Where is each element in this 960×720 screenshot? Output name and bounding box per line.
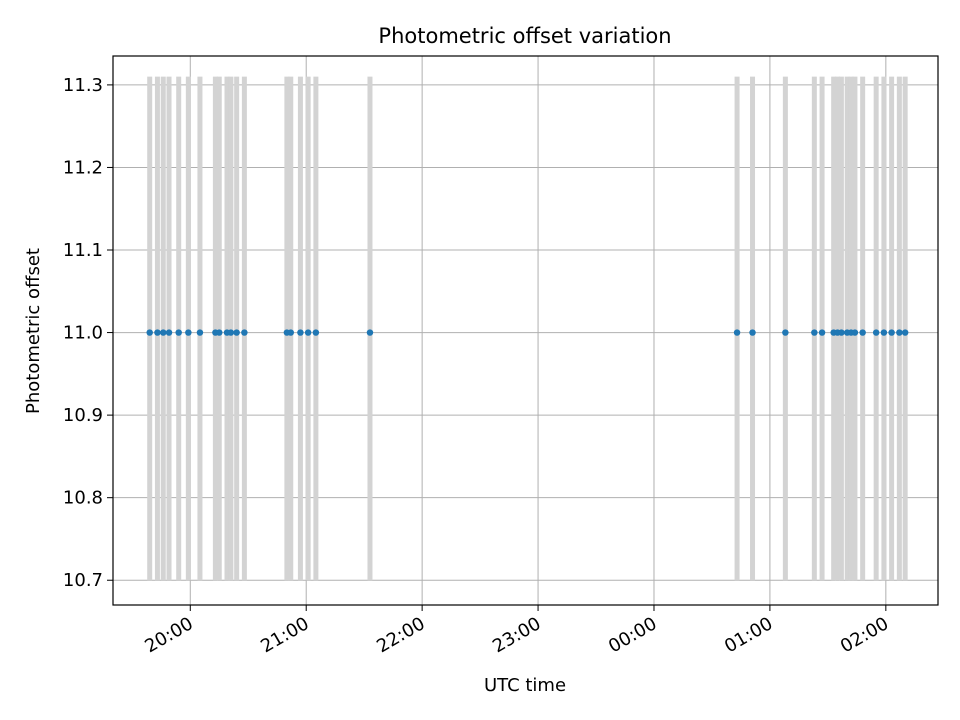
observation-band (838, 76, 844, 581)
observation-band (166, 76, 172, 581)
data-point (185, 329, 192, 336)
data-point (901, 329, 909, 336)
observation-band (902, 76, 908, 581)
data-point (304, 329, 312, 336)
data-points (146, 329, 909, 336)
observation-bands (147, 76, 908, 581)
data-point (154, 329, 161, 336)
plot-frame (112, 55, 939, 606)
data-point (859, 329, 866, 336)
observation-band (305, 76, 311, 581)
data-point (196, 329, 204, 336)
data-point (733, 329, 741, 336)
data-point (297, 329, 304, 336)
data-point (888, 329, 895, 336)
chart-title: Photometric offset variation (378, 24, 671, 48)
data-point (872, 329, 880, 336)
observation-band (852, 76, 858, 581)
y-tick-label: 11.2 (63, 157, 103, 178)
observation-band (873, 76, 879, 581)
observation-band (176, 76, 182, 581)
observation-band (284, 76, 290, 581)
data-point (838, 329, 845, 336)
observation-band (835, 76, 841, 581)
observation-band (297, 76, 303, 581)
observation-band (288, 76, 294, 581)
data-point (287, 329, 294, 336)
observation-band (881, 76, 887, 581)
data-point (165, 329, 173, 336)
data-point (896, 329, 903, 336)
data-point (749, 329, 756, 336)
data-point (880, 329, 888, 336)
data-point (216, 329, 223, 336)
y-axis-label: Photometric offset (23, 248, 44, 414)
data-point (312, 329, 320, 336)
data-point (851, 329, 859, 336)
y-tick-label: 11.0 (63, 323, 103, 344)
observation-band (241, 76, 247, 581)
y-axis: 10.7 10.8 10.9 11.0 11.1 11.2 11.3 (63, 75, 113, 591)
observation-band (896, 76, 902, 581)
data-point (811, 329, 818, 336)
observation-band (860, 76, 866, 581)
observation-band (811, 76, 817, 581)
observation-band (197, 76, 203, 581)
observation-band (819, 76, 825, 581)
observation-band (734, 76, 740, 581)
observation-band (154, 76, 160, 581)
observation-band (212, 76, 218, 581)
data-point (241, 329, 248, 336)
y-tick-label: 10.7 (63, 570, 103, 591)
data-point (146, 329, 153, 336)
observation-band (224, 76, 230, 581)
observation-band (782, 76, 788, 581)
data-point (782, 329, 789, 336)
observation-band (848, 76, 854, 581)
data-point (366, 329, 374, 336)
x-axis-label: UTC time (484, 675, 566, 696)
y-tick-label: 11.3 (63, 75, 103, 96)
observation-band (750, 76, 756, 581)
observation-band (889, 76, 895, 581)
observation-band (160, 76, 166, 581)
data-point (818, 329, 826, 336)
observation-band (147, 76, 153, 581)
data-point (233, 329, 240, 336)
observation-band (234, 76, 240, 581)
y-tick-label: 11.1 (63, 240, 103, 261)
data-point (160, 329, 167, 336)
data-point (227, 329, 235, 336)
observation-band (831, 76, 837, 581)
y-tick-label: 10.9 (63, 405, 103, 426)
y-tick-label: 10.8 (63, 488, 103, 509)
observation-band (313, 76, 319, 581)
observation-band (367, 76, 373, 581)
data-point (175, 329, 182, 336)
observation-band (216, 76, 222, 581)
observation-band (185, 76, 191, 581)
observation-band (844, 76, 850, 581)
observation-band (228, 76, 234, 581)
